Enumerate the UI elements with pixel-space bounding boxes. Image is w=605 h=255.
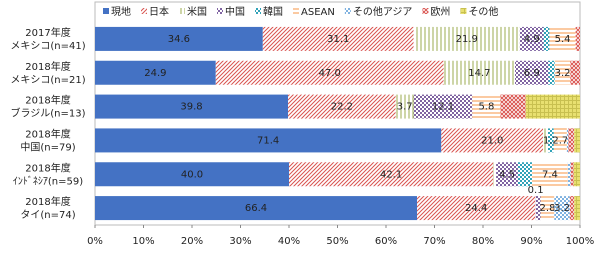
legend-label: 日本 [149, 5, 169, 18]
legend-label: 米国 [187, 5, 207, 18]
legend-swatch [179, 8, 185, 14]
y-tick-label: 2018年度メキシコ(n=21) [10, 60, 85, 86]
bar-segment [568, 162, 571, 186]
value-label: 22.2 [331, 102, 353, 113]
legend-label: ASEAN [301, 7, 335, 18]
bar-segment [574, 196, 580, 220]
value-label: 66.4 [245, 203, 267, 214]
value-label: 2.7 [552, 135, 568, 146]
y-tick-label: 2017年度メキシコ(n=41) [10, 26, 85, 52]
legend-swatch [422, 8, 428, 14]
value-label: 7.4 [542, 169, 558, 180]
x-tick-label: 10% [132, 236, 154, 247]
value-label: 39.8 [180, 102, 202, 113]
legend-label: 現地 [111, 5, 131, 18]
x-tick-label: 50% [326, 236, 348, 247]
value-label: 6.9 [524, 68, 540, 79]
value-label: 71.4 [257, 135, 279, 146]
legend-label: その他 [468, 5, 498, 18]
value-label: 5.8 [478, 102, 494, 113]
value-label: 24.4 [465, 203, 487, 214]
bar-segment [493, 162, 496, 186]
x-tick-label: 60% [375, 236, 397, 247]
bar-segment [518, 162, 532, 186]
legend-label: 欧州 [430, 6, 450, 18]
bar-segment [568, 128, 574, 152]
bar-segment [576, 27, 580, 51]
y-tick-label: 2018年度ｲﾝﾄﾞﾈｼｱ(n=59) [13, 161, 83, 187]
value-label: 47.0 [319, 68, 341, 79]
bar-segment [574, 128, 580, 152]
x-tick-label: 30% [229, 236, 251, 247]
value-label: 2.8 [540, 203, 556, 214]
legend-label: 中国 [225, 5, 245, 18]
bar-segment [571, 162, 574, 186]
legend-swatch [293, 8, 299, 14]
bar-segment [570, 196, 574, 220]
value-label: 3.2 [554, 203, 570, 214]
legend-swatch [255, 8, 261, 14]
value-label: 34.6 [168, 34, 190, 45]
legend-swatch [103, 8, 109, 14]
value-label: 0.1 [528, 185, 544, 196]
y-tick-label: 2018年度タイ(n=74) [20, 195, 75, 221]
legend-label: その他アジア [353, 5, 413, 18]
value-label: 3.2 [555, 68, 571, 79]
x-tick-label: 20% [181, 236, 203, 247]
value-label: 24.9 [144, 68, 166, 79]
value-label: 14.7 [468, 68, 490, 79]
legend-swatch [217, 8, 223, 14]
bar-segment [570, 61, 580, 85]
legend-swatch [460, 8, 466, 14]
value-label: 40.0 [181, 169, 203, 180]
legend-swatch [345, 8, 351, 14]
value-label: 4.9 [524, 34, 540, 45]
x-tick-label: 90% [520, 236, 542, 247]
bar-segment [500, 95, 525, 119]
x-tick-label: 100% [566, 236, 595, 247]
bar-segment [526, 95, 580, 119]
x-tick-label: 70% [423, 236, 445, 247]
x-tick-label: 0% [87, 236, 103, 247]
value-label: 12.1 [432, 102, 454, 113]
y-tick-label: 2018年度ブラジル(n=13) [10, 94, 85, 120]
legend-label: 韓国 [263, 6, 283, 18]
value-label: 4.5 [499, 169, 515, 180]
value-label: 21.9 [456, 34, 478, 45]
x-tick-label: 80% [472, 236, 494, 247]
x-tick-label: 40% [278, 236, 300, 247]
value-label: 3.7 [397, 102, 413, 113]
bar-segment [574, 162, 580, 186]
bar-segment [544, 27, 550, 51]
bar-segment [567, 128, 568, 152]
value-label: 42.1 [380, 169, 402, 180]
value-label: 21.0 [481, 135, 503, 146]
y-tick-label: 2018年度中国(n=79) [20, 127, 75, 153]
legend-swatch [141, 8, 147, 14]
value-label: 5.4 [555, 34, 571, 45]
value-label: 31.1 [327, 34, 349, 45]
